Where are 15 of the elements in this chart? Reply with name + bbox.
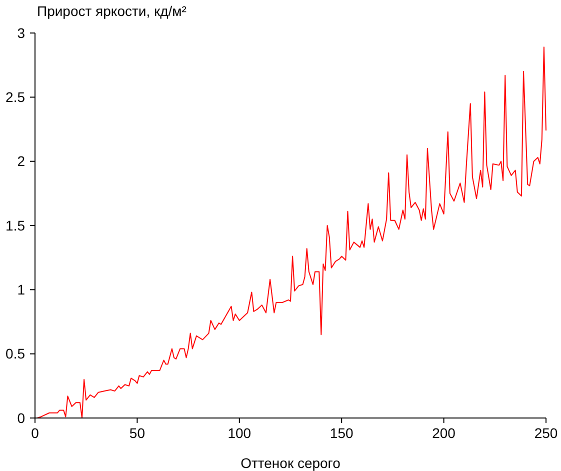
- x-tick-label: 0: [31, 425, 40, 441]
- x-tick-label: 50: [129, 425, 146, 441]
- y-tick-label: 0.5: [6, 346, 26, 362]
- y-tick-label: 3: [17, 24, 26, 41]
- x-tick-label: 100: [228, 425, 252, 441]
- x-tick-label: 200: [432, 425, 456, 441]
- x-tick-label: 150: [330, 425, 354, 441]
- x-tick-label: 250: [534, 425, 558, 441]
- x-axis-title: Оттенок серого: [240, 455, 341, 471]
- y-tick-label: 1.5: [6, 217, 26, 234]
- y-tick-label: 2.5: [6, 89, 26, 106]
- y-tick-label: 0: [17, 410, 26, 426]
- y-axis-title: Прирост яркости, кд/м²: [37, 3, 187, 19]
- y-tick-label: 1: [17, 282, 26, 298]
- y-tick-label: 2: [17, 153, 26, 170]
